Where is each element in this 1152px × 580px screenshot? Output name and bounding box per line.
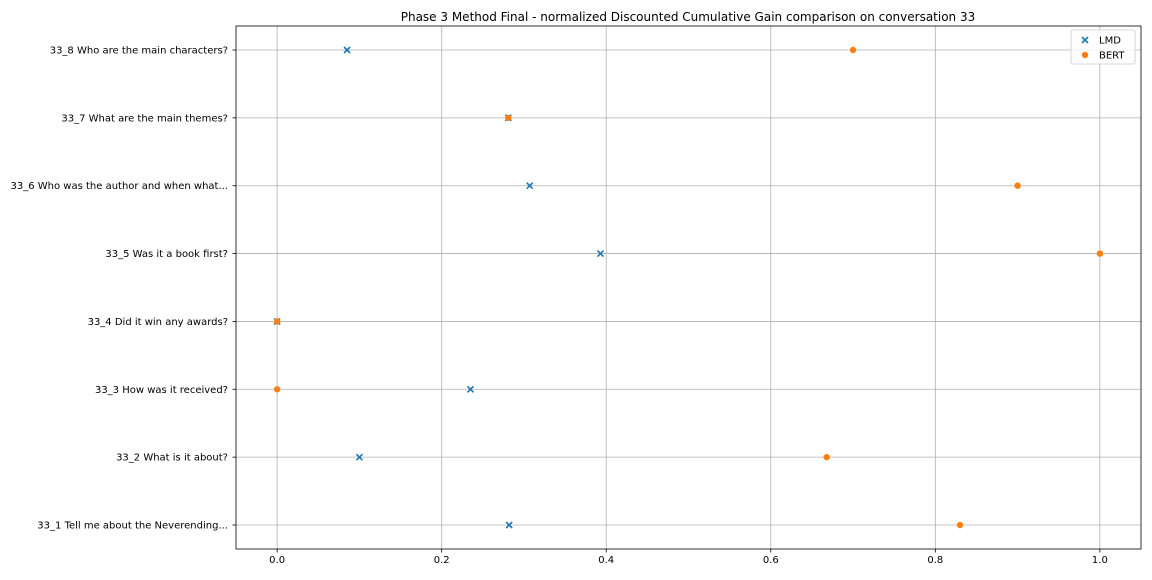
y-tick-label: 33_2 What is it about? xyxy=(116,453,228,464)
bert-point xyxy=(1096,250,1104,257)
y-tick-label: 33_8 Who are the main characters? xyxy=(50,46,228,57)
x-tick-label: 0.2 xyxy=(434,555,450,566)
marks-layer xyxy=(273,46,1104,529)
grid-layer xyxy=(236,26,1141,549)
bert-point xyxy=(273,386,281,393)
legend-marker-lmd xyxy=(1081,36,1089,44)
y-tick-label: 33_5 Was it a book first? xyxy=(105,249,228,260)
legend-label: LMD xyxy=(1099,36,1121,47)
y-tick-label: 33_7 What are the main themes? xyxy=(61,113,228,124)
x-tick-label: 1.0 xyxy=(1092,555,1108,566)
y-tick-label: 33_3 How was it received? xyxy=(95,385,228,396)
bert-point xyxy=(505,114,512,122)
bert-point xyxy=(273,318,281,325)
plot-frame xyxy=(235,25,1142,550)
y-tick-label: 33_1 Tell me about the Neverending... xyxy=(37,521,228,532)
bert-point xyxy=(823,453,830,461)
chart-title: Phase 3 Method Final - normalized Discou… xyxy=(401,10,976,24)
y-tick-label: 33_4 Did it win any awards? xyxy=(88,317,228,328)
x-tick-label: 0.4 xyxy=(598,555,614,566)
y-tick-label: 33_6 Who was the author and when what... xyxy=(11,181,229,192)
lmd-point xyxy=(526,182,534,190)
x-axis: 0.0 0.2 0.4 0.6 0.8 1.0 xyxy=(269,549,1108,566)
x-tick-label: 0.0 xyxy=(269,555,285,566)
lmd-point xyxy=(355,453,363,461)
lmd-point xyxy=(466,385,475,393)
bert-point xyxy=(849,46,857,54)
lmd-point xyxy=(343,46,351,54)
x-tick-label: 0.8 xyxy=(927,555,943,566)
lmd-point xyxy=(596,250,605,258)
legend-label: BERT xyxy=(1099,51,1125,62)
bert-point xyxy=(956,521,964,529)
y-axis: 33_1 Tell me about the Neverending... 33_… xyxy=(11,46,236,532)
x-tick-label: 0.6 xyxy=(763,555,779,566)
bert-point xyxy=(1014,182,1021,189)
legend-marker-bert xyxy=(1081,51,1089,59)
lmd-point xyxy=(505,521,513,529)
legend: LMD BERT xyxy=(1070,29,1136,65)
